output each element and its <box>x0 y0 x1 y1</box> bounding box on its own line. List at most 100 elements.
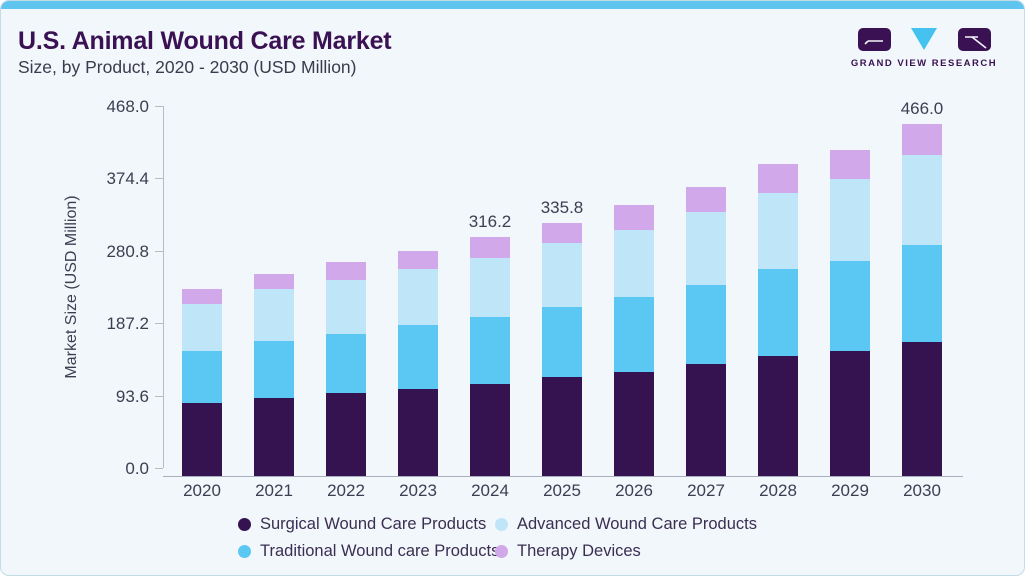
x-tick-label: 2021 <box>255 481 293 500</box>
x-tick-label: 2030 <box>903 481 941 500</box>
legend-dot-icon <box>495 517 508 531</box>
x-tick-label: 2023 <box>399 481 437 500</box>
bar-segment <box>902 124 942 156</box>
y-tick-label: 93.6 <box>115 386 149 406</box>
legend-item-label: Surgical Wound Care Products <box>260 514 487 533</box>
brand-name: GRAND VIEW RESEARCH <box>850 58 998 69</box>
bar-2027 <box>686 187 726 476</box>
grand-view-research-logo: GRAND VIEW RESEARCH <box>850 28 998 69</box>
bar-2021 <box>254 273 294 476</box>
bar-2024 <box>470 237 510 476</box>
top-accent-bar <box>1 1 1024 9</box>
logo-g-block-icon <box>857 28 891 51</box>
legend-dot-icon <box>238 517 251 531</box>
bar-2028 <box>758 164 798 476</box>
bar-segment <box>758 192 798 270</box>
bar-segment <box>614 230 654 297</box>
y-tick-label: 0.0 <box>125 459 149 478</box>
x-tick-label: 2025 <box>543 481 581 500</box>
bar-segment <box>254 289 294 342</box>
bar-segment <box>398 388 438 476</box>
y-tick-mark <box>155 178 163 180</box>
bar-segment <box>182 351 222 403</box>
logo-v-triangle-icon <box>911 28 937 50</box>
bar-segment <box>830 149 870 180</box>
x-tick-label: 2029 <box>831 481 869 500</box>
bar-segment <box>254 397 294 476</box>
bar-segment <box>398 250 438 270</box>
bar-segment <box>398 269 438 326</box>
y-tick-label: 280.8 <box>106 241 149 261</box>
bar-segment <box>182 402 222 476</box>
legend-item: Advanced Wound Care Products <box>495 511 757 537</box>
legend-item: Surgical Wound Care Products <box>238 511 495 537</box>
bar-segment <box>470 383 510 476</box>
bar-segment <box>326 392 366 476</box>
logo-blocks <box>857 28 991 51</box>
bar-segment <box>830 260 870 352</box>
bar-segment <box>902 244 942 342</box>
y-tick-mark <box>155 468 163 469</box>
bar-segment <box>758 164 798 193</box>
chart-legend: Surgical Wound Care Products Advanced Wou… <box>238 511 757 564</box>
legend-item: Therapy Devices <box>495 538 757 564</box>
bar-segment <box>326 261 366 280</box>
y-tick-mark <box>155 250 163 252</box>
bar-segment <box>758 356 798 476</box>
y-axis-title: Market Size (USD Million) <box>63 195 80 379</box>
bar-segment <box>830 351 870 476</box>
bar-segment <box>470 317 510 384</box>
legend-item-label: Therapy Devices <box>517 541 641 560</box>
legend-item-label: Traditional Wound care Products <box>260 541 500 560</box>
legend-dot-icon <box>495 544 508 558</box>
bar-2025 <box>542 222 582 476</box>
bar-segment <box>182 288 222 305</box>
bar-2030 <box>902 124 942 476</box>
bar-segment <box>398 325 438 389</box>
bar-segment <box>470 237 510 259</box>
bar-segment <box>542 377 582 476</box>
y-tick-label: 187.2 <box>106 314 149 334</box>
y-tick-mark <box>155 395 163 397</box>
bar-segment <box>542 222 582 243</box>
bar-2022 <box>326 261 366 476</box>
bar-segment <box>686 212 726 286</box>
y-axis-line <box>163 106 164 468</box>
x-tick-label: 2020 <box>183 481 221 500</box>
bar-segment <box>686 187 726 212</box>
bar-segment <box>470 258 510 318</box>
bar-segment <box>902 155 942 245</box>
legend-item: Traditional Wound care Products <box>238 538 499 564</box>
bar-segment <box>614 372 654 476</box>
bar-total-label: 466.0 <box>900 99 944 119</box>
bar-segment <box>614 205 654 231</box>
bar-2029 <box>830 149 870 476</box>
y-tick-mark <box>155 106 163 107</box>
bar-2020 <box>182 288 222 476</box>
bar-total-label: 316.2 <box>468 212 512 232</box>
x-tick-label: 2027 <box>687 481 725 500</box>
y-tick-label: 468.0 <box>106 97 149 116</box>
bar-2026 <box>614 205 654 476</box>
y-tick-label: 374.4 <box>106 169 149 189</box>
legend-dot-icon <box>238 544 251 558</box>
bar-total-label: 335.8 <box>540 197 584 217</box>
x-tick-label: 2028 <box>759 481 797 500</box>
bar-segment <box>542 242 582 308</box>
x-tick-label: 2026 <box>615 481 653 500</box>
logo-r-block-icon <box>957 28 991 51</box>
bar-segment <box>326 279 366 334</box>
chart-title: U.S. Animal Wound Care Market <box>18 27 392 55</box>
chart-subtitle: Size, by Product, 2020 - 2030 (USD Milli… <box>18 57 357 77</box>
x-axis-line <box>163 476 963 477</box>
bar-segment <box>542 307 582 378</box>
bar-segment <box>830 179 870 261</box>
y-tick-mark <box>155 323 163 325</box>
bar-2023 <box>398 250 438 476</box>
legend-item-label: Advanced Wound Care Products <box>517 514 757 533</box>
bar-segment <box>902 341 942 476</box>
bar-segment <box>686 285 726 364</box>
